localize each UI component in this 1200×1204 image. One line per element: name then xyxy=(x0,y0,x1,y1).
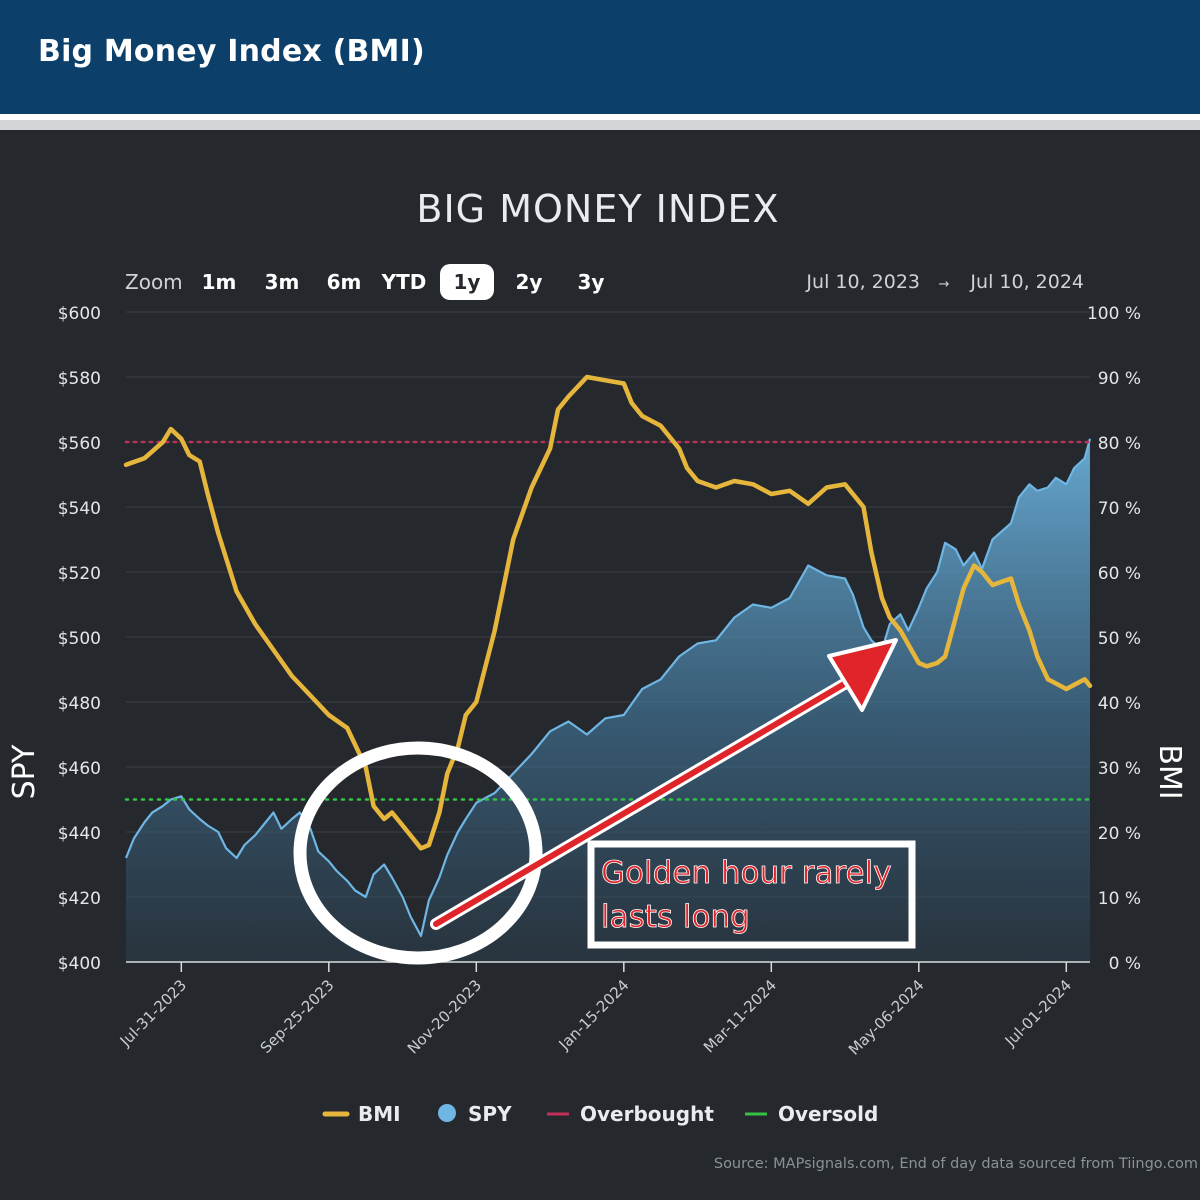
y-right-tick-label: 10 % xyxy=(1098,889,1141,909)
spy-series-line xyxy=(124,438,1092,938)
y-right-tick-label: 30 % xyxy=(1098,759,1141,779)
page-title: Big Money Index (BMI) xyxy=(38,34,425,69)
zoom-label: Zoom xyxy=(125,270,183,294)
legend-item-spy[interactable]: SPY xyxy=(438,1102,512,1126)
legend-spy-label: SPY xyxy=(468,1102,512,1126)
range-arrow-icon: → xyxy=(939,277,950,292)
annotation-text-line2: lasts long xyxy=(601,899,750,935)
range-start-date[interactable]: Jul 10, 2023 xyxy=(805,271,920,293)
y-right-tick-label: 20 % xyxy=(1098,824,1141,844)
y-right-tick-label: 60 % xyxy=(1098,564,1141,584)
y-left-tick-label: $540 xyxy=(58,499,101,519)
bmi-chart: BIG MONEY INDEX Zoom 1m 3m 6m YTD 1y 2y … xyxy=(7,187,1198,1172)
zoom-option-1y[interactable]: 1y xyxy=(454,270,481,294)
y-left-tick-label: $580 xyxy=(58,369,101,389)
header-divider xyxy=(0,114,1200,120)
y-axis-left-ticks: $400 $420 $440 $460 $480 $500 $520 $540 $560 $580… xyxy=(58,304,101,974)
y-right-tick-label: 80 % xyxy=(1098,434,1141,454)
y-right-tick-label: 90 % xyxy=(1098,369,1141,389)
legend: BMI SPY Overbought Oversold xyxy=(322,1102,878,1126)
zoom-option-ytd[interactable]: YTD xyxy=(381,270,427,294)
zoom-option-2y[interactable]: 2y xyxy=(516,270,543,294)
y-left-tick-label: $560 xyxy=(58,434,101,454)
y-left-tick-label: $440 xyxy=(58,824,101,844)
x-axis: Jul-31-2023 Sep-25-2023 Nov-20-2023 Jan-15-… xyxy=(116,961,1090,1059)
x-tick-label: Jul-01-2024 xyxy=(1001,976,1075,1050)
y-left-tick-label: $460 xyxy=(58,759,101,779)
plot-area xyxy=(123,374,1093,962)
legend-item-oversold[interactable]: Oversold xyxy=(745,1102,878,1126)
y-axis-right-title: BMI xyxy=(1152,744,1187,799)
x-tick-label: Nov-20-2023 xyxy=(404,976,485,1057)
x-tick-label: Jul-31-2023 xyxy=(116,976,190,1050)
y-axis-right-ticks: 0 % 10 % 20 % 30 % 40 % 50 % 60 % 70 % 80 % 90 % 1… xyxy=(1087,304,1141,974)
legend-bmi-label: BMI xyxy=(358,1102,401,1126)
spy-area-fill xyxy=(126,438,1090,962)
chart-panel: BIG MONEY INDEX Zoom 1m 3m 6m YTD 1y 2y … xyxy=(0,130,1200,1200)
zoom-option-3y[interactable]: 3y xyxy=(578,270,605,294)
y-right-tick-label: 0 % xyxy=(1109,954,1141,974)
y-right-tick-label: 100 % xyxy=(1087,304,1141,324)
legend-item-overbought[interactable]: Overbought xyxy=(547,1102,714,1126)
bmi-series-line xyxy=(123,374,1093,851)
legend-oversold-label: Oversold xyxy=(778,1102,878,1126)
y-left-tick-label: $520 xyxy=(58,564,101,584)
x-tick-label: Mar-11-2024 xyxy=(700,976,780,1056)
header-bar: Big Money Index (BMI) xyxy=(0,0,1200,114)
annotation-arrowhead xyxy=(827,638,898,712)
y-right-tick-label: 40 % xyxy=(1098,694,1141,714)
x-tick-label: Jan-15-2024 xyxy=(555,976,633,1054)
y-left-tick-label: $500 xyxy=(58,629,101,649)
range-end-date[interactable]: Jul 10, 2024 xyxy=(969,271,1084,293)
x-tick-label: Sep-25-2023 xyxy=(257,976,338,1057)
y-axis-left-title: SPY xyxy=(7,744,42,799)
y-right-tick-label: 50 % xyxy=(1098,629,1141,649)
zoom-option-3m[interactable]: 3m xyxy=(265,270,300,294)
legend-spy-swatch xyxy=(438,1104,456,1122)
annotation-box xyxy=(587,840,916,949)
zoom-option-1m[interactable]: 1m xyxy=(202,270,237,294)
annotation-circle xyxy=(293,741,543,965)
y-right-tick-label: 70 % xyxy=(1098,499,1141,519)
annotation-text-line1: Golden hour rarely xyxy=(601,855,892,891)
y-left-tick-label: $400 xyxy=(58,954,101,974)
y-left-tick-label: $600 xyxy=(58,304,101,324)
legend-overbought-label: Overbought xyxy=(580,1102,714,1126)
y-left-tick-label: $420 xyxy=(58,889,101,909)
zoom-option-6m[interactable]: 6m xyxy=(327,270,362,294)
x-tick-label: May-06-2024 xyxy=(845,976,928,1059)
y-left-tick-label: $480 xyxy=(58,694,101,714)
annotation-arrow xyxy=(433,667,871,927)
zoom-toolbar: Zoom 1m 3m 6m YTD 1y 2y 3y Jul 10, 2023 … xyxy=(125,264,1084,300)
header-divider-band xyxy=(0,120,1200,130)
annotation-overlay: Golden hour rarely lasts long xyxy=(293,638,916,965)
source-note: Source: MAPsignals.com, End of day data … xyxy=(714,1156,1198,1172)
legend-item-bmi[interactable]: BMI xyxy=(322,1102,401,1126)
zoom-selected-highlight xyxy=(440,264,494,300)
chart-title: BIG MONEY INDEX xyxy=(416,187,779,231)
